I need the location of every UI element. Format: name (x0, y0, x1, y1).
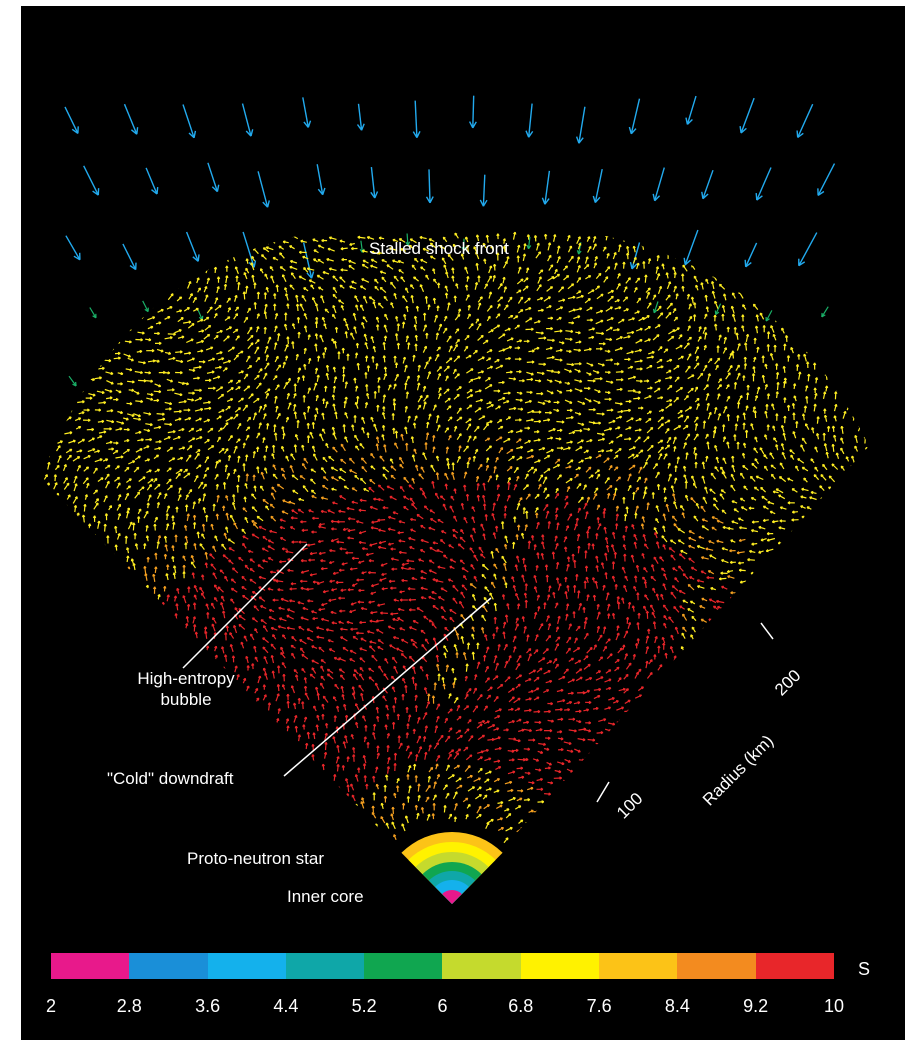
radius-tick-100 (596, 781, 610, 803)
colorbar-tick-label: 3.6 (195, 996, 221, 1016)
entropy-colorbar (51, 953, 834, 979)
colorbar-tick-label: 6.8 (508, 996, 534, 1016)
colorbar-tick-label: 2.8 (116, 996, 142, 1016)
colorbar-segment-7 (520, 953, 600, 979)
high-entropy-label-line2: bubble (160, 690, 212, 709)
colorbar-segment-9 (677, 953, 756, 979)
label-pointer-lines (182, 543, 774, 803)
colorbar-segment-2 (129, 953, 208, 979)
colorbar-segment-8 (599, 953, 678, 979)
high-entropy-label-line1: High-entropy (137, 669, 235, 688)
radius-tick-200 (760, 622, 774, 640)
high-entropy-pointer-line (182, 543, 308, 669)
colorbar-tick-label: 10 (823, 996, 845, 1016)
cold-downdraft-label: "Cold" downdraft (107, 769, 234, 788)
colorbar-tick-label: 7.6 (586, 996, 612, 1016)
colorbar-segment-1 (51, 953, 130, 979)
inner-core-label: Inner core (287, 887, 364, 906)
colorbar-segment-3 (207, 953, 286, 979)
colorbar-tick-label: 8.4 (664, 996, 690, 1016)
colorbar-unit-label: S (858, 959, 871, 979)
colorbar-segment-5 (364, 953, 443, 979)
simulation-panel: Stalled shock front High-entropy bubble … (21, 6, 905, 1040)
core-entropy-band (442, 889, 462, 904)
cold-downdraft-pointer-line (283, 597, 492, 777)
colorbar-tick-label: 2 (45, 996, 57, 1016)
proto-neutron-star-bands (401, 832, 503, 904)
colorbar-segment-6 (442, 953, 521, 979)
velocity-field-plot (41, 95, 869, 904)
high-entropy-bubble-label: High-entropy bubble (121, 668, 251, 710)
colorbar-segment-4 (285, 953, 365, 979)
colorbar-tick-label: 5.2 (351, 996, 377, 1016)
infall-arrows (64, 95, 836, 387)
colorbar-tick-label: 6 (437, 996, 448, 1016)
colorbar-tick-label: 4.4 (273, 996, 299, 1016)
colorbar-segment-10 (755, 953, 834, 979)
proto-neutron-star-label: Proto-neutron star (187, 849, 325, 868)
colorbar-tick-label: 9.2 (743, 996, 769, 1016)
stalled-shock-front-label: Stalled shock front (369, 239, 509, 258)
